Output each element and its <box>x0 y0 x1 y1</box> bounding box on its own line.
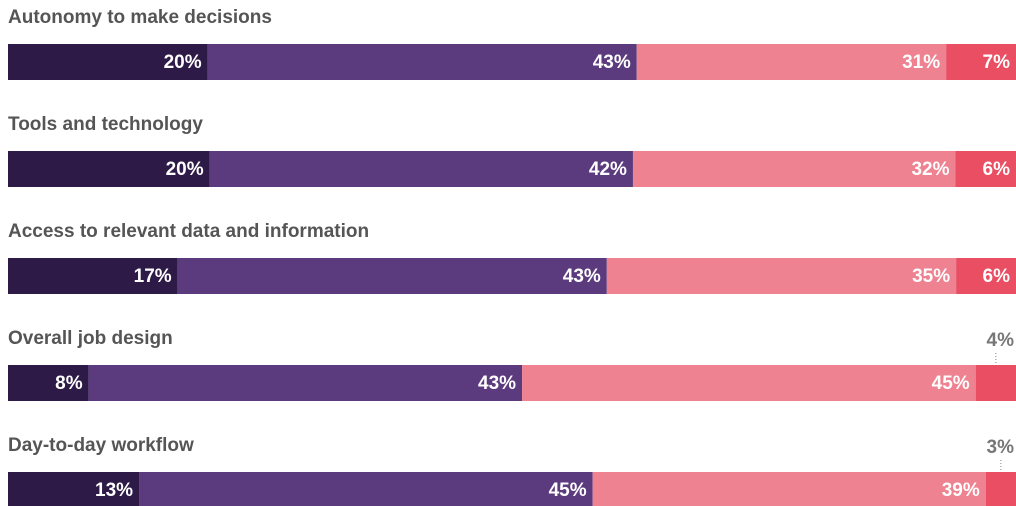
category-label: Tools and technology <box>8 114 203 135</box>
value-label: 32% <box>911 159 949 180</box>
value-label: 35% <box>912 266 950 287</box>
value-label: 7% <box>983 52 1011 73</box>
category-label: Overall job design <box>8 328 173 349</box>
value-label: 6% <box>983 266 1011 287</box>
bar-segment <box>88 365 523 401</box>
bar-segment <box>946 44 1016 80</box>
category-label: Access to relevant data and information <box>8 221 369 242</box>
bar-segment <box>985 472 1016 506</box>
value-label: 45% <box>932 373 970 394</box>
bar-segment <box>8 365 89 401</box>
value-label: 31% <box>902 52 940 73</box>
bar-segment <box>177 258 607 294</box>
bar-segment <box>139 472 593 506</box>
bar-segment <box>606 258 957 294</box>
value-label: 39% <box>942 480 980 501</box>
value-label: 4% <box>987 330 1015 351</box>
bar-segment <box>975 365 1016 401</box>
bar-segment <box>8 44 208 80</box>
value-label: 43% <box>563 266 601 287</box>
category-label: Autonomy to make decisions <box>8 7 272 28</box>
value-label: 13% <box>95 480 133 501</box>
bar-segment <box>956 258 1016 294</box>
value-label: 43% <box>593 52 631 73</box>
bar-segment <box>632 151 956 187</box>
bar-segment <box>8 472 140 506</box>
bar-segment <box>207 44 637 80</box>
bar-segment <box>636 44 947 80</box>
value-label: 20% <box>164 52 202 73</box>
bar-segment <box>8 151 210 187</box>
bar-segment <box>592 472 986 506</box>
value-label: 6% <box>983 159 1011 180</box>
value-label: 8% <box>55 373 83 394</box>
bar-segment <box>955 151 1016 187</box>
bar-segment <box>522 365 976 401</box>
value-label: 42% <box>589 159 627 180</box>
bar-segment <box>209 151 633 187</box>
bar-segment <box>8 258 178 294</box>
value-label: 17% <box>134 266 172 287</box>
value-label: 3% <box>987 437 1015 458</box>
value-label: 20% <box>166 159 204 180</box>
category-label: Day-to-day workflow <box>8 435 194 456</box>
value-label: 45% <box>549 480 587 501</box>
value-label: 43% <box>478 373 516 394</box>
